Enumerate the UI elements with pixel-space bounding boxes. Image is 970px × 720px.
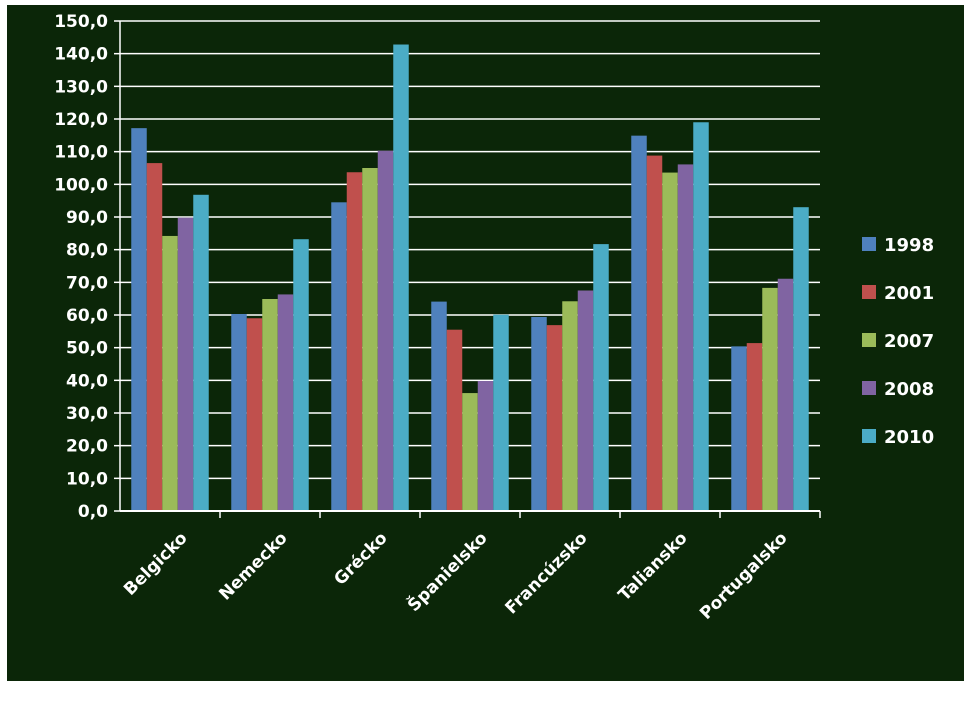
bar-1998-6 [731, 346, 747, 511]
y-tick-label: 100,0 [54, 175, 108, 195]
bar-1998-5 [631, 135, 647, 511]
bar-1998-1 [231, 314, 247, 511]
x-category-label: Španielsko [403, 527, 492, 616]
bar-2001-3 [446, 329, 463, 511]
y-tick-label: 150,0 [54, 12, 108, 32]
bar-2010-6 [793, 207, 809, 511]
bar-2007-6 [762, 287, 778, 511]
y-tick-label: 30,0 [66, 404, 108, 424]
bar-2010-2 [393, 44, 409, 512]
bar-2010-0 [193, 194, 209, 511]
legend-swatch-2001 [862, 285, 876, 299]
legend-swatch-1998 [862, 237, 876, 251]
bar-2001-2 [346, 172, 363, 511]
bar-2001-1 [246, 318, 263, 511]
bar-2008-5 [677, 164, 694, 511]
bar-2007-3 [462, 393, 478, 511]
y-tick-label: 120,0 [54, 110, 108, 130]
bar-2010-1 [293, 239, 309, 512]
y-tick-label: 140,0 [54, 45, 108, 65]
y-tick-label: 0,0 [78, 502, 108, 522]
y-tick-label: 70,0 [66, 273, 108, 293]
bar-1998-3 [431, 301, 447, 511]
legend-label-2008: 2008 [884, 379, 934, 400]
y-tick-label: 50,0 [66, 339, 108, 359]
y-tick-label: 40,0 [66, 371, 108, 391]
x-category-label: Nemecko [215, 528, 291, 604]
y-tick-label: 90,0 [66, 208, 108, 228]
x-category-label: Francúzsko [502, 528, 592, 618]
legend-label-2007: 2007 [884, 331, 934, 352]
y-tick-label: 60,0 [66, 306, 108, 326]
bar-2008-6 [777, 278, 794, 511]
legend: 1998 2001 2007 2008 2010 [862, 235, 934, 448]
bar-2010-5 [693, 122, 709, 512]
bar-2007-5 [662, 172, 678, 511]
x-category-label: Grécko [330, 528, 391, 589]
y-tick-label: 80,0 [66, 241, 108, 261]
bar-1998-4 [531, 316, 547, 511]
x-category-label: Taliansko [615, 528, 692, 605]
x-category-label: Belgicko [120, 528, 191, 599]
chart-panel: 0,0 10,0 20,0 30,0 40,0 50,0 60,0 70,0 80,0 90,0 1… [7, 5, 964, 681]
legend-swatch-2010 [862, 429, 876, 443]
bar-2007-1 [262, 298, 278, 511]
y-tick-label: 110,0 [54, 143, 108, 163]
bar-chart: 0,0 10,0 20,0 30,0 40,0 50,0 60,0 70,0 80,0 90,0 1… [54, 12, 934, 624]
x-category-label: Portugalsko [696, 528, 791, 623]
bar-2001-0 [146, 163, 163, 511]
y-tick-label: 10,0 [66, 469, 108, 489]
bar-2008-2 [377, 150, 394, 512]
bar-2001-4 [546, 325, 563, 511]
legend-label-2001: 2001 [884, 283, 934, 304]
legend-swatch-2008 [862, 381, 876, 395]
legend-label-2010: 2010 [884, 427, 934, 448]
bar-2007-0 [162, 235, 178, 512]
bar-1998-0 [131, 128, 147, 511]
y-tick-label: 130,0 [54, 77, 108, 97]
bar-2010-4 [593, 244, 609, 511]
bar-2008-4 [577, 290, 594, 511]
bars [131, 44, 809, 512]
bar-2010-3 [493, 314, 509, 511]
bar-2008-0 [177, 217, 194, 512]
bar-2001-6 [746, 343, 763, 511]
bar-2008-3 [477, 380, 494, 511]
axes [114, 20, 821, 518]
bar-2001-5 [646, 155, 663, 511]
legend-swatch-2007 [862, 333, 876, 347]
bar-1998-2 [331, 202, 347, 512]
y-tick-label: 20,0 [66, 437, 108, 457]
bar-2007-2 [362, 168, 378, 511]
bar-2007-4 [562, 301, 578, 511]
bar-2008-1 [277, 294, 294, 511]
legend-label-1998: 1998 [884, 235, 934, 256]
